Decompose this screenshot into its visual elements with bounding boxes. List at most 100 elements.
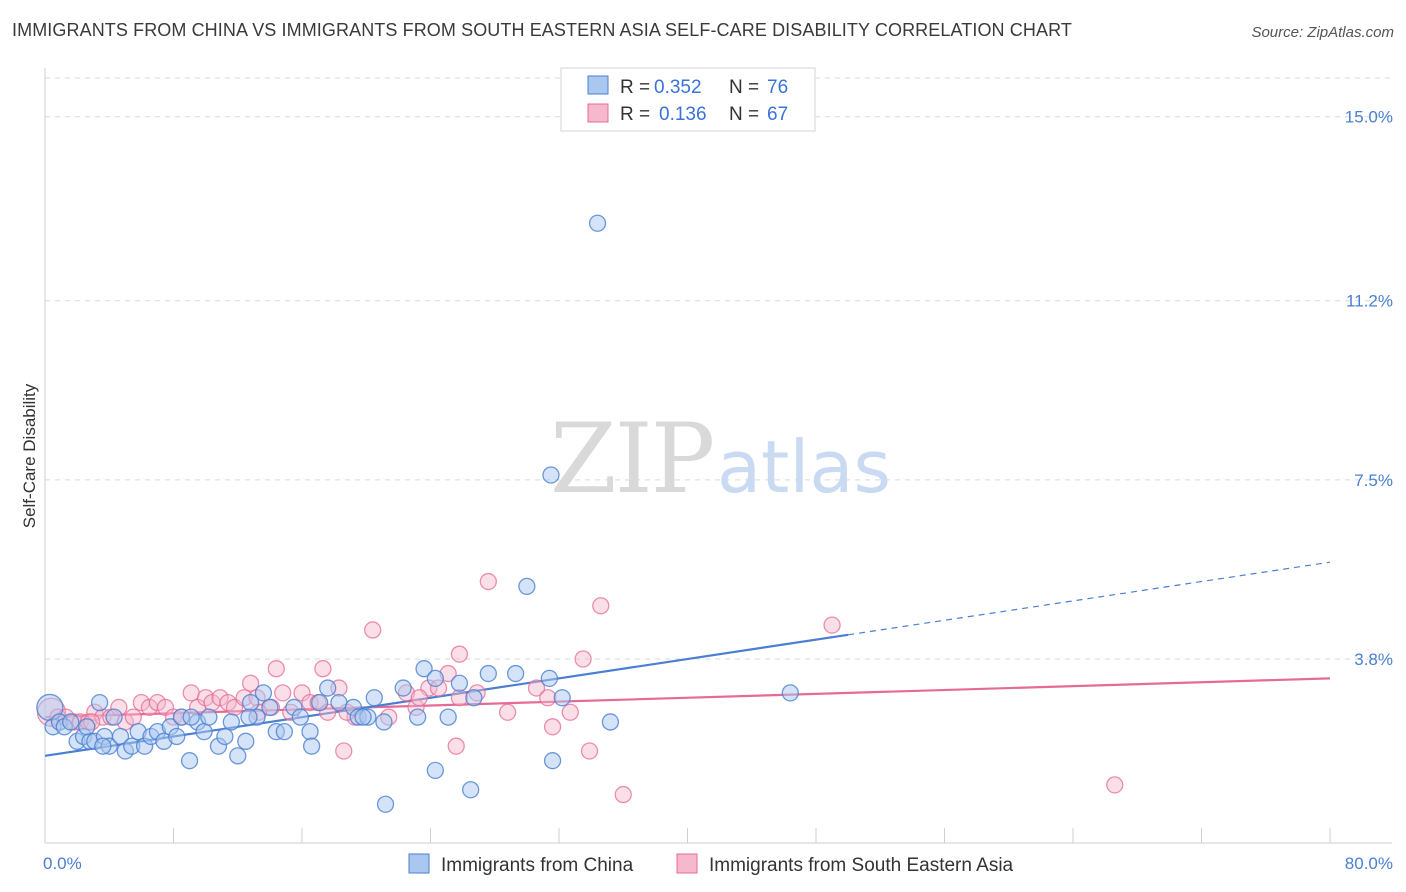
data-point-china: [450, 674, 469, 692]
legend-r-value-sea: 0.136: [659, 104, 707, 125]
x-tick-label-max: 80.0%: [1345, 854, 1393, 873]
legend-n-value-china: 76: [767, 77, 788, 98]
data-point-china: [465, 689, 483, 707]
bottom-legend-swatch-china: [408, 853, 430, 874]
data-point-china: [105, 708, 123, 726]
data-point-china: [408, 708, 427, 726]
data-point-sea: [580, 742, 599, 760]
y-tick-labels: 3.8% 7.5% 11.2% 15.0%: [1345, 108, 1393, 669]
data-point-china: [506, 664, 525, 683]
source-label: Source: ZipAtlas.com: [1251, 24, 1394, 41]
data-point-china: [291, 708, 310, 726]
data-point-china: [426, 669, 444, 688]
data-point-china: [601, 713, 620, 731]
data-point-sea: [447, 737, 465, 755]
data-point-china: [376, 795, 395, 813]
legend-r-label-china: R =: [620, 77, 650, 98]
data-point-china: [319, 679, 337, 697]
data-point-china: [240, 708, 258, 726]
data-point-sea: [479, 572, 497, 591]
data-point-china: [394, 679, 412, 697]
watermark-atlas: atlas: [717, 425, 891, 509]
legend-swatch-sea: [587, 103, 609, 123]
legend-swatch-china: [587, 75, 609, 95]
data-point-china: [553, 689, 571, 707]
data-point-sea: [182, 684, 200, 702]
data-point-china: [311, 693, 329, 712]
data-point-china: [254, 684, 273, 702]
data-point-china: [588, 214, 607, 232]
data-point-sea: [267, 660, 285, 678]
data-point-sea: [450, 645, 469, 663]
legend-r-value-china: 0.352: [654, 77, 702, 98]
bottom-legend-label-china: Immigrants from China: [441, 855, 634, 876]
data-point-sea: [410, 689, 428, 707]
data-point-china: [543, 752, 562, 770]
data-point-sea: [335, 742, 353, 760]
data-point-china: [542, 466, 560, 484]
x-tick-label-min: 0.0%: [43, 854, 82, 873]
data-point-china: [222, 713, 240, 731]
data-point-china: [261, 698, 279, 717]
data-point-sea: [592, 597, 610, 615]
legend-n-label-china: N =: [729, 77, 759, 98]
data-point-china: [375, 713, 393, 731]
data-point-sea: [274, 684, 292, 702]
data-point-china: [518, 577, 536, 596]
legend-n-label-sea: N =: [729, 104, 759, 125]
chart-title: IMMIGRANTS FROM CHINA VS IMMIGRANTS FROM…: [12, 20, 1072, 40]
watermark: ZIP atlas: [550, 403, 891, 515]
data-point-sea: [527, 679, 546, 697]
legend-n-value-sea: 67: [767, 104, 788, 125]
bottom-legend: Immigrants from China Immigrants from So…: [408, 853, 1014, 876]
y-tick-label: 15.0%: [1345, 108, 1393, 127]
data-point-sea: [364, 621, 382, 639]
bottom-legend-swatch-sea: [676, 853, 698, 874]
data-point-sea: [543, 718, 562, 736]
data-point-china: [182, 708, 200, 726]
data-point-china: [90, 693, 109, 712]
y-axis-label: Self-Care Disability: [20, 383, 39, 528]
y-tick-label: 3.8%: [1354, 650, 1393, 669]
watermark-zip: ZIP: [550, 403, 713, 515]
data-point-sea: [561, 703, 579, 721]
y-tick-label: 7.5%: [1354, 471, 1393, 490]
data-point-china: [540, 669, 559, 688]
data-point-sea: [614, 785, 632, 804]
data-point-china: [302, 737, 321, 755]
legend-r-label-sea: R =: [620, 104, 650, 125]
data-point-china: [237, 732, 255, 750]
series-china-points: [36, 214, 799, 813]
data-point-sea: [498, 703, 517, 721]
data-point-china: [479, 664, 497, 683]
data-point-china: [200, 708, 218, 726]
data-point-china: [415, 660, 433, 678]
data-point-sea: [450, 689, 469, 707]
data-point-china: [216, 727, 234, 746]
data-point-china: [439, 708, 457, 726]
legend-box: R = 0.352 N = 76 R = 0.136 N = 67: [560, 67, 816, 132]
data-point-china: [180, 752, 199, 770]
data-point-china: [62, 713, 80, 731]
x-tick-labels: 0.0% 80.0%: [43, 854, 1393, 873]
data-point-sea: [241, 674, 260, 692]
data-point-china: [275, 722, 293, 741]
data-point-china: [168, 727, 186, 746]
trend-line-china-extension: [848, 561, 1331, 636]
data-point-sea: [574, 650, 592, 668]
data-point-china: [462, 781, 480, 799]
series-sea-points: [36, 572, 1124, 804]
data-point-china: [330, 693, 348, 712]
data-point-sea: [124, 708, 142, 726]
data-point-sea: [1106, 776, 1124, 794]
grid-lines: [45, 77, 1392, 660]
data-point-china: [78, 718, 96, 736]
data-point-sea: [823, 616, 841, 634]
data-point-china: [229, 747, 247, 765]
data-point-china: [195, 722, 213, 741]
y-tick-label: 11.2%: [1346, 292, 1393, 311]
data-point-china: [365, 689, 383, 707]
data-point-china: [301, 722, 319, 741]
bottom-legend-label-sea: Immigrants from South Eastern Asia: [709, 855, 1014, 876]
